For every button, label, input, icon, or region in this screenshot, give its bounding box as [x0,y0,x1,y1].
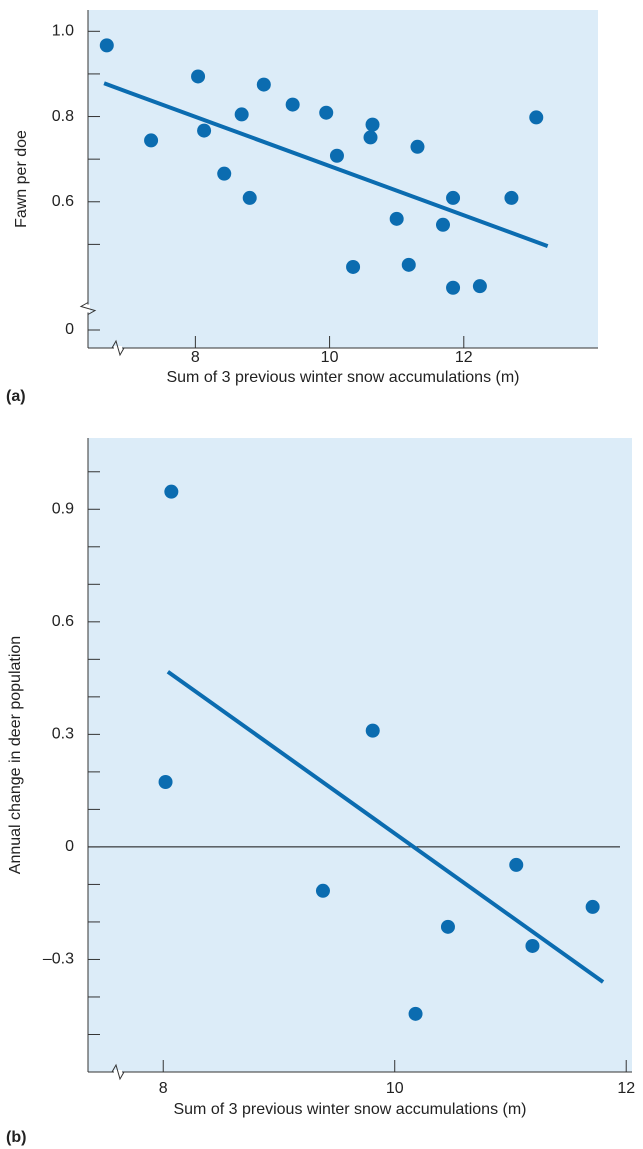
data-point [389,211,404,226]
data-point [329,148,344,163]
data-point [410,139,425,154]
axis-break [111,1063,125,1081]
y-tick-label: 0.8 [52,108,74,125]
data-point [408,1006,423,1021]
data-point [234,107,249,122]
data-point [365,117,380,132]
x-axis-title: Sum of 3 previous winter snow accumulati… [166,369,519,386]
data-point [529,110,544,125]
trend-line [166,670,605,984]
y-tick-label: 1.0 [52,23,74,40]
y-tick-label: –0.3 [43,951,74,968]
x-tick-label: 12 [455,349,473,366]
panel-label: (b) [6,1129,26,1146]
x-axis-title: Sum of 3 previous winter snow accumulati… [173,1101,526,1118]
data-point [401,257,416,272]
axis-break [111,339,125,357]
data-point [256,77,271,92]
data-point [525,938,540,953]
data-point [158,775,173,790]
data-point [164,484,179,499]
data-point [144,133,159,148]
data-point [191,69,206,84]
y-tick-label: 0.6 [52,613,74,630]
y-axis-title: Annual change in deer population [7,636,24,874]
x-tick-label: 10 [321,349,339,366]
x-tick-label: 8 [191,349,200,366]
data-point [197,123,212,138]
data-point [346,259,361,274]
data-point [446,190,461,205]
y-tick-label: 0.3 [52,726,74,743]
x-tick-label: 12 [617,1080,635,1097]
data-point [440,919,455,934]
trend-line [103,81,549,248]
x-tick-label: 10 [386,1080,404,1097]
plot-background [88,10,598,348]
data-point [217,166,232,181]
y-tick-label: 0 [65,838,74,855]
data-point [446,280,461,295]
data-point [435,217,450,232]
x-tick-label: 8 [159,1080,168,1097]
y-tick-label: 0 [65,321,74,338]
panel-label: (a) [6,388,26,405]
data-point [319,105,334,120]
data-point [242,190,257,205]
data-point [363,130,378,145]
data-point [285,97,300,112]
y-tick-label: 0.6 [52,193,74,210]
plot-background [88,438,632,1072]
y-tick-label: 0.9 [52,500,74,517]
data-point [585,899,600,914]
data-point [509,857,524,872]
data-point [365,723,380,738]
data-point [472,279,487,294]
axis-break [79,302,97,315]
data-point [315,883,330,898]
y-axis-title: Fawn per doe [13,130,30,228]
data-point [504,190,519,205]
data-point [99,38,114,53]
